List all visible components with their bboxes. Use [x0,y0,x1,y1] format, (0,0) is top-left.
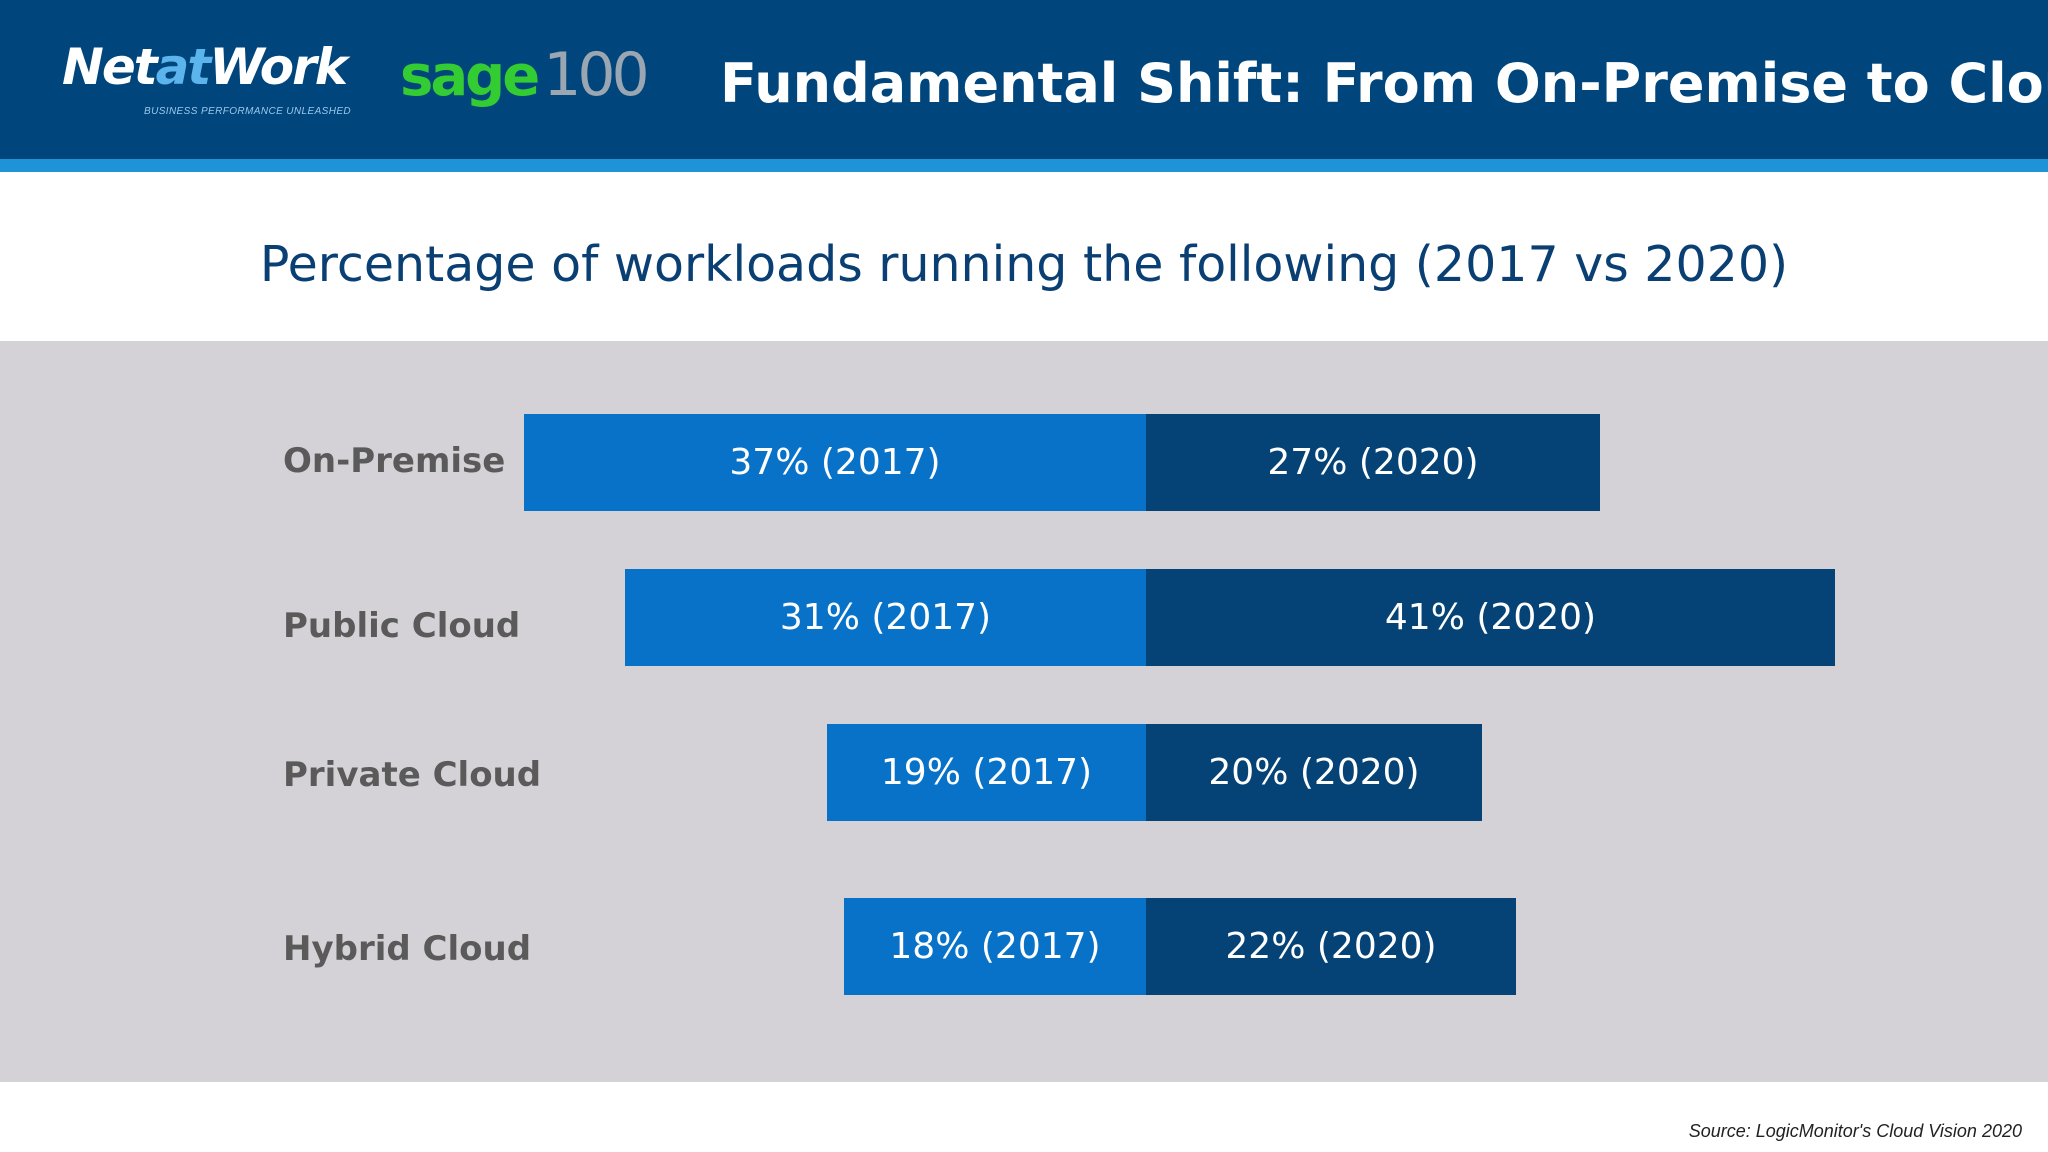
category-label-hybrid-cloud: Hybrid Cloud [283,929,532,969]
bar-2020-on-premise: 27% (2020) [1146,414,1600,511]
category-label-on-premise: On-Premise [283,441,506,481]
logo-sage-text: sage [400,44,540,109]
bar-2020-private-cloud: 20% (2020) [1146,724,1482,821]
bar-2017-on-premise: 37% (2017) [524,414,1146,511]
logo-net-text: Net [62,38,158,96]
bar-label-2017-on-premise: 37% (2017) [729,442,941,483]
logo-at-text: at [155,38,212,96]
category-label-private-cloud: Private Cloud [283,755,542,795]
source-note: Source: LogicMonitor's Cloud Vision 2020 [1688,1121,2022,1141]
netatwork-logo: NetatWork BUSINESS PERFORMANCE UNLEASHED [62,38,362,122]
logo-tagline: BUSINESS PERFORMANCE UNLEASHED [144,106,352,117]
slide-title: Fundamental Shift: From On-Premise to Cl… [720,52,2048,115]
logo-sage-number: 100 [543,40,650,110]
bar-2020-public-cloud: 41% (2020) [1146,569,1835,666]
chart-title: Percentage of workloads running the foll… [259,236,1789,293]
logo-work-text: Work [209,38,348,96]
bar-label-2020-private-cloud: 20% (2020) [1208,752,1420,793]
bar-label-2020-hybrid-cloud: 22% (2020) [1225,926,1437,967]
bar-label-2017-public-cloud: 31% (2017) [779,597,992,638]
header-bar [0,0,2048,159]
bar-label-2017-private-cloud: 19% (2017) [880,752,1093,793]
bar-label-2020-on-premise: 27% (2020) [1267,442,1479,483]
category-label-public-cloud: Public Cloud [283,606,521,646]
sage-100-logo: sage 100 [400,40,650,110]
bar-2017-private-cloud: 19% (2017) [827,724,1146,821]
bar-2017-public-cloud: 31% (2017) [625,569,1146,666]
bar-label-2020-public-cloud: 41% (2020) [1384,597,1597,638]
bar-label-2017-hybrid-cloud: 18% (2017) [889,926,1101,967]
bar-2017-hybrid-cloud: 18% (2017) [844,898,1146,995]
chart-panel: On-Premise 37% (2017) 27% (2020) Public Clo… [0,341,2048,1082]
header-stripe [0,159,2048,172]
bar-2020-hybrid-cloud: 22% (2020) [1146,898,1516,995]
